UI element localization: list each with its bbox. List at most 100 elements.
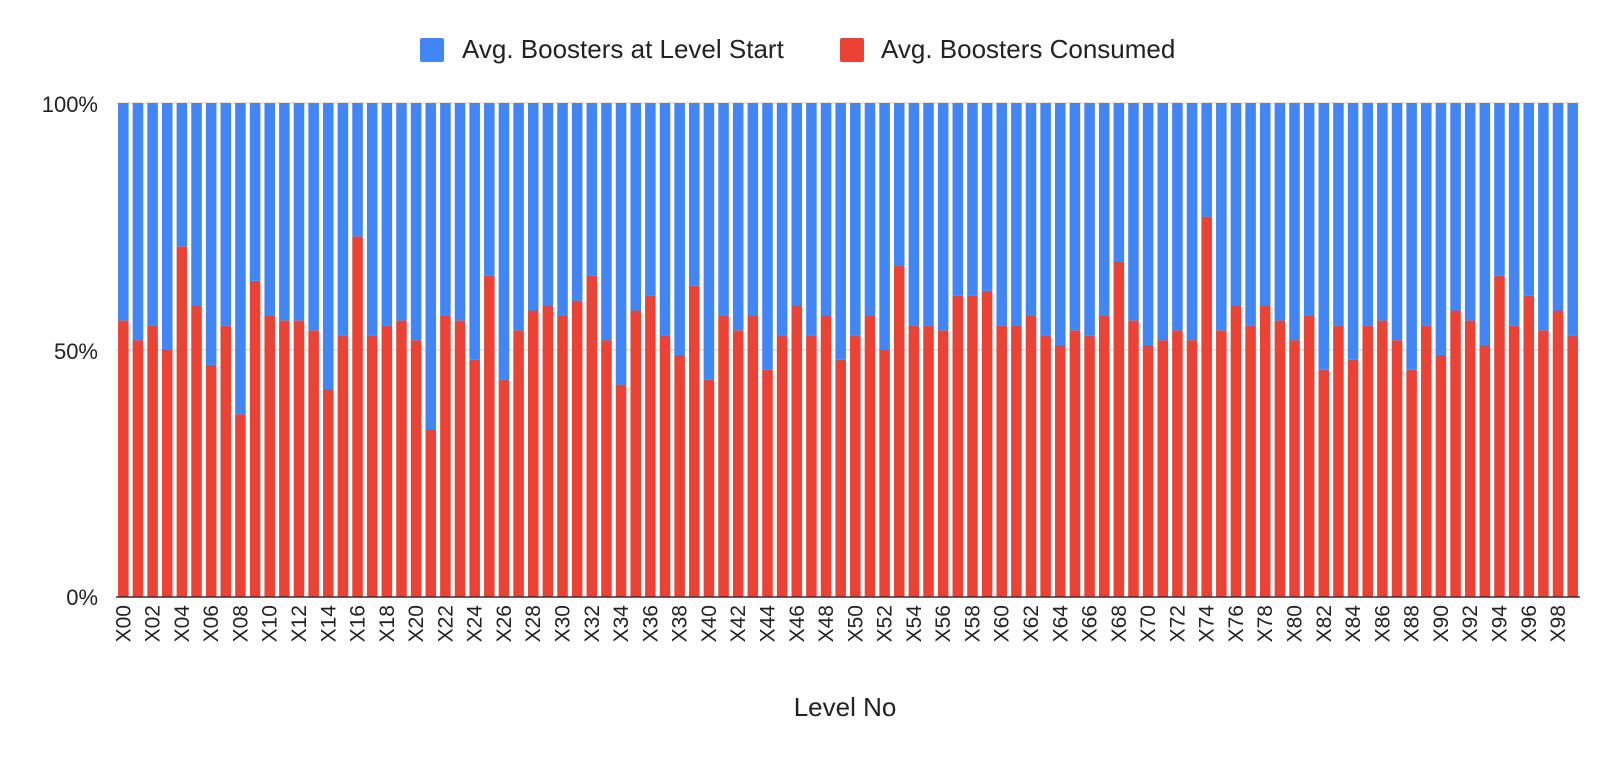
bar-start-X46 (791, 103, 803, 306)
x-tick-label-X32: X32 (581, 605, 604, 642)
bar-consumed-X31 (571, 300, 583, 597)
bar-start-X53 (893, 103, 905, 267)
bar-start-X16 (352, 103, 363, 237)
bar-start-X50 (850, 103, 861, 336)
bar-consumed-X23 (454, 320, 466, 597)
bar-start-X43 (747, 103, 759, 316)
bar-start-X02 (147, 103, 158, 326)
bar-start-X29 (542, 103, 554, 306)
bar-start-X03 (161, 103, 173, 350)
bar-consumed-X05 (191, 305, 202, 597)
bar-consumed-X83 (1333, 325, 1344, 597)
bar-start-X94 (1494, 103, 1505, 276)
bar-consumed-X21 (425, 429, 437, 597)
bar-consumed-X85 (1362, 325, 1373, 597)
x-tick-label-X12: X12 (288, 605, 311, 642)
bar-consumed-X90 (1435, 354, 1447, 597)
bar-start-X80 (1289, 103, 1300, 341)
bar-consumed-X57 (952, 295, 964, 597)
x-tick-label-X76: X76 (1225, 605, 1248, 642)
bar-start-X95 (1508, 103, 1520, 326)
bar-start-X11 (279, 103, 290, 321)
bar-consumed-X56 (937, 330, 949, 597)
x-tick-label-X42: X42 (727, 605, 750, 642)
bar-start-X51 (864, 103, 876, 316)
bar-consumed-X77 (1245, 325, 1256, 597)
bar-start-X41 (718, 103, 729, 316)
bar-consumed-X67 (1098, 315, 1110, 597)
bar-start-X65 (1069, 103, 1081, 331)
bar-consumed-X25 (484, 275, 495, 597)
x-tick-label-X46: X46 (786, 605, 809, 642)
bar-consumed-X19 (396, 320, 407, 597)
bar-consumed-X40 (703, 379, 715, 597)
bar-consumed-X43 (747, 315, 759, 597)
bar-consumed-X18 (381, 325, 393, 597)
bar-consumed-X73 (1186, 340, 1198, 597)
bar-start-X10 (264, 103, 275, 316)
bar-start-X76 (1230, 103, 1242, 306)
bar-consumed-X69 (1128, 320, 1139, 597)
bar-consumed-X38 (674, 354, 685, 597)
bar-start-X40 (703, 103, 715, 380)
bar-consumed-X51 (864, 315, 876, 597)
bar-consumed-X66 (1084, 335, 1095, 597)
x-tick-label-X44: X44 (756, 605, 779, 643)
bar-start-X22 (440, 103, 451, 316)
bar-consumed-X58 (967, 295, 978, 597)
bar-start-X25 (484, 103, 495, 276)
bar-start-X01 (132, 103, 144, 341)
bar-start-X12 (293, 103, 305, 321)
bar-start-X69 (1128, 103, 1139, 321)
x-tick-label-X88: X88 (1401, 605, 1424, 642)
bar-consumed-X35 (630, 310, 641, 597)
x-tick-label-X26: X26 (493, 605, 516, 642)
bar-start-X83 (1333, 103, 1344, 326)
x-tick-label-X52: X52 (874, 605, 897, 642)
bar-start-X56 (937, 103, 949, 331)
bar-consumed-X14 (323, 389, 334, 597)
bar-start-X78 (1259, 103, 1271, 306)
x-tick-label-X84: X84 (1342, 605, 1365, 643)
x-tick-label-X86: X86 (1371, 605, 1394, 642)
bar-consumed-X26 (498, 379, 510, 597)
bar-consumed-X72 (1172, 330, 1183, 597)
x-tick-label-X02: X02 (142, 605, 165, 642)
bar-start-X70 (1142, 103, 1154, 346)
x-tick-label-X72: X72 (1166, 605, 1189, 642)
x-tick-label-X68: X68 (1108, 605, 1131, 642)
x-tick-label-X58: X58 (961, 605, 984, 642)
bar-consumed-X86 (1377, 320, 1388, 597)
bar-consumed-X06 (205, 364, 217, 597)
bar-consumed-X82 (1318, 369, 1330, 597)
bar-consumed-X22 (440, 315, 451, 597)
bar-start-X85 (1362, 103, 1373, 326)
bar-consumed-X24 (469, 359, 480, 597)
x-tick-label-X14: X14 (317, 605, 340, 643)
bar-consumed-X17 (366, 335, 378, 597)
bar-consumed-X70 (1142, 345, 1154, 597)
bar-start-X33 (601, 103, 612, 341)
bar-start-X18 (381, 103, 393, 326)
x-tick-label-X28: X28 (522, 605, 545, 642)
x-tick-label-X08: X08 (229, 605, 252, 642)
bar-consumed-X29 (542, 305, 554, 597)
bar-consumed-X71 (1157, 340, 1169, 597)
bar-consumed-X44 (762, 369, 773, 597)
bar-start-X62 (1025, 103, 1037, 316)
x-tick-label-X92: X92 (1459, 605, 1482, 642)
bar-start-X45 (776, 103, 788, 336)
bar-start-X24 (469, 103, 480, 360)
bar-start-X34 (615, 103, 627, 385)
bar-consumed-X91 (1450, 310, 1461, 597)
bar-consumed-X94 (1494, 275, 1505, 597)
bar-consumed-X16 (352, 236, 363, 597)
x-tick-label-X56: X56 (932, 605, 955, 642)
x-tick-label-X50: X50 (844, 605, 867, 642)
bar-start-X39 (689, 103, 700, 286)
bar-consumed-X34 (615, 384, 627, 597)
bar-consumed-X79 (1274, 320, 1286, 597)
bar-start-X17 (366, 103, 378, 336)
bar-start-X09 (249, 103, 261, 281)
bar-start-X44 (762, 103, 773, 370)
